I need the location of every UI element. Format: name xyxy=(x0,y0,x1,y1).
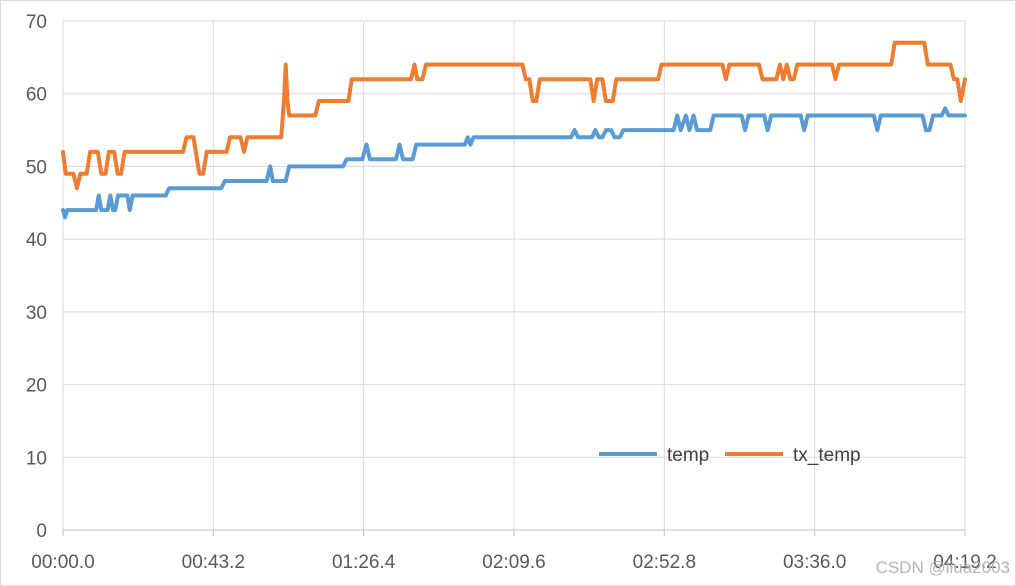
legend-label-tx-temp: tx_temp xyxy=(793,445,861,466)
x-tick-label: 00:43.2 xyxy=(182,552,245,573)
y-tick-label: 10 xyxy=(26,448,47,469)
y-tick-label: 60 xyxy=(26,85,47,106)
x-tick-label: 00:00.0 xyxy=(31,552,94,573)
series-line-tx-temp xyxy=(61,40,967,191)
watermark: CSDN @liua2003 xyxy=(875,558,1010,577)
x-tick-label: 01:26.4 xyxy=(332,552,396,573)
x-tick-label: 02:52.8 xyxy=(633,552,696,573)
y-tick-label: 50 xyxy=(26,157,47,178)
x-tick-label: 03:36.0 xyxy=(783,552,846,573)
y-tick-label: 20 xyxy=(26,376,47,397)
x-tick-label: 02:09.6 xyxy=(482,552,545,573)
y-tick-label: 0 xyxy=(36,521,47,542)
legend-label-temp: temp xyxy=(667,445,709,466)
y-tick-label: 40 xyxy=(26,230,47,251)
series-line-temp xyxy=(61,106,967,220)
y-tick-label: 70 xyxy=(26,12,47,33)
x-tick-label: 04:19.2 xyxy=(933,552,996,573)
y-tick-label: 30 xyxy=(26,303,47,324)
